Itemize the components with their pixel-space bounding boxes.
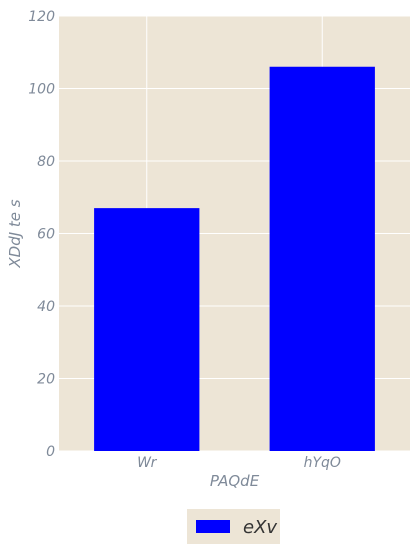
x-tick-label: Wr bbox=[137, 455, 158, 471]
x-tick-label: hYqO bbox=[304, 455, 341, 471]
y-tick-label: 120 bbox=[28, 9, 55, 25]
y-tick-label: 80 bbox=[37, 154, 55, 170]
bar-Wr bbox=[94, 208, 200, 451]
y-tick-label: 60 bbox=[37, 227, 55, 243]
x-axis-label: PAQdE bbox=[210, 472, 260, 490]
y-tick-label: 100 bbox=[28, 82, 55, 98]
legend: eXv bbox=[187, 509, 280, 544]
bars bbox=[94, 66, 375, 451]
legend-label: eXv bbox=[243, 517, 277, 538]
x-axis-ticks: Wr hYqO bbox=[137, 455, 341, 471]
y-tick-label: 20 bbox=[37, 372, 55, 388]
y-axis-ticks: 0 20 40 60 80 100 120 bbox=[28, 9, 55, 460]
bar-hYqO bbox=[269, 66, 375, 451]
legend-swatch bbox=[196, 520, 230, 533]
y-tick-label: 0 bbox=[46, 444, 55, 460]
y-tick-label: 40 bbox=[37, 299, 55, 315]
y-axis-label: XDdJ te s bbox=[6, 199, 24, 268]
